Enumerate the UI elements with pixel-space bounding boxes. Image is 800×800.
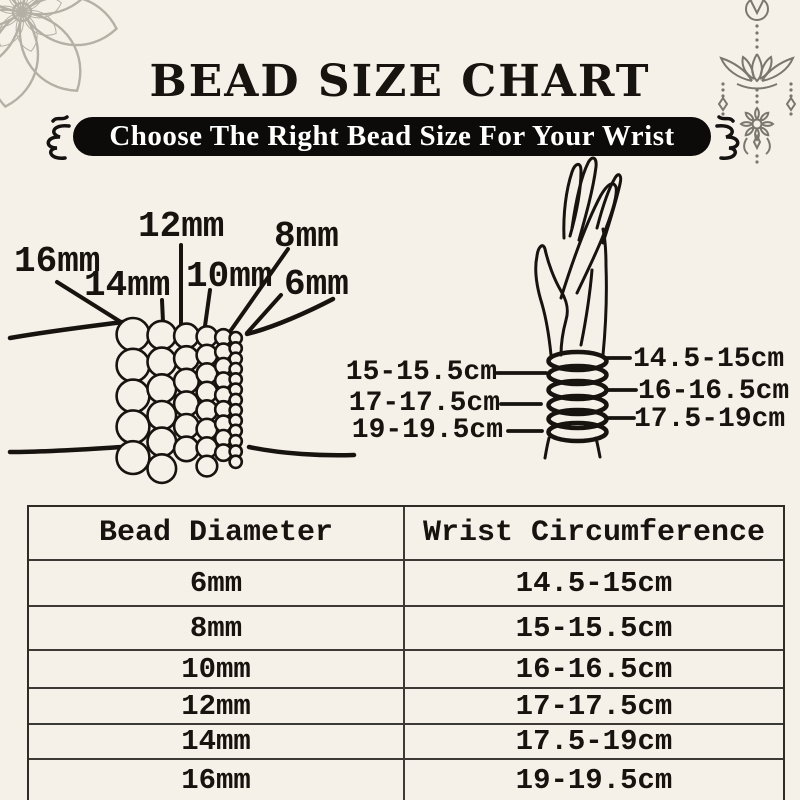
table-cell-bead: 6mm [29, 559, 403, 605]
table-cell-wrist: 19-19.5cm [403, 758, 783, 800]
table-cell-wrist: 16-16.5cm [403, 649, 783, 687]
wrist-size-label-right-1: 14.5-15cm [633, 344, 785, 375]
lotus-ornament-icon [717, 0, 797, 164]
mandala-flower-icon [0, 0, 122, 112]
table-cell-bead: 12mm [29, 687, 403, 723]
page-title: BEAD SIZE CHART [149, 56, 651, 107]
col-header-bead-diameter: Bead Diameter [98, 516, 334, 550]
col-header-wrist-circumference: Wrist Circumference [403, 507, 783, 559]
wrist-size-label-right-2: 16-16.5cm [638, 376, 790, 407]
table-cell-bead: 16mm [29, 758, 403, 800]
hand-illustration [534, 156, 623, 460]
table-cell-bead: 14mm [29, 723, 403, 758]
bracelet-wrist-lines [7, 296, 357, 458]
bead-size-label-16mm: 16mm [14, 241, 101, 282]
bead-size-label-10mm: 10mm [186, 256, 273, 297]
size-table: Bead Diameter Wrist Circumference 6mm 14… [27, 505, 785, 800]
wrist-size-label-right-3: 17.5-19cm [634, 404, 786, 435]
subtitle-text: Choose The Right Bead Size For Your Wris… [109, 120, 675, 152]
table-cell-wrist: 17.5-19cm [403, 723, 783, 758]
table-cell-wrist: 14.5-15cm [403, 559, 783, 605]
bracelet-coils [546, 349, 609, 444]
bead-stack-illustration [115, 316, 244, 485]
table-cell-bead: 8mm [29, 605, 403, 649]
left-flourish-bracket-icon [46, 115, 71, 160]
wrist-size-label-left-3: 19-19.5cm [351, 415, 503, 446]
right-flourish-bracket-icon [715, 115, 740, 160]
wrist-label-leader-lines [495, 356, 638, 433]
bead-size-label-12mm: 12mm [138, 206, 225, 247]
bead-size-label-6mm: 6mm [284, 264, 349, 305]
table-cell-wrist: 15-15.5cm [403, 605, 783, 649]
wrist-size-label-left-2: 17-17.5cm [348, 388, 500, 419]
table-cell-bead: 10mm [29, 649, 403, 687]
subtitle-banner: Choose The Right Bead Size For Your Wris… [73, 117, 711, 156]
table-cell-wrist: 17-17.5cm [403, 687, 783, 723]
bead-size-label-8mm: 8mm [274, 216, 339, 257]
wrist-size-label-left-1: 15-15.5cm [345, 357, 497, 388]
bead-label-leader-lines [55, 243, 290, 335]
bead-size-label-14mm: 14mm [84, 265, 171, 306]
